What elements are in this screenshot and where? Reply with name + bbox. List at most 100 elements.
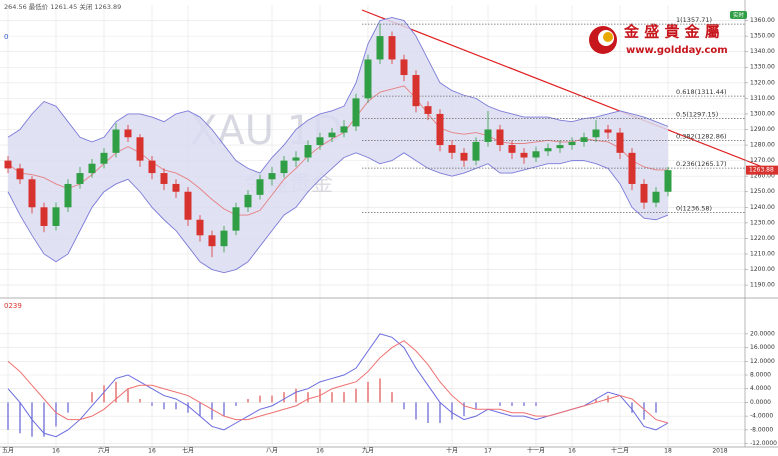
candle-body	[100, 152, 108, 164]
candle-body	[280, 160, 288, 174]
candle-body	[616, 132, 624, 153]
y-tick-label: 1300.00	[750, 110, 775, 117]
fib-label: 0.618(1311.44)	[676, 88, 727, 96]
band-fill	[8, 17, 668, 273]
candle-body	[304, 145, 312, 158]
fib-label: 0.382(1282.86)	[676, 133, 727, 141]
candle-body	[124, 129, 132, 138]
candle-body	[340, 126, 348, 133]
candle-body	[136, 137, 144, 161]
band-upper	[7, 16, 669, 174]
candle-body	[484, 129, 492, 142]
y2-tick-label: 12.0000	[750, 358, 775, 365]
badge: 实时	[733, 11, 745, 19]
candle-body	[328, 132, 336, 138]
candle-body	[208, 235, 216, 247]
last-price-label: 1263.88	[749, 167, 774, 174]
logo-icon-dot	[603, 32, 613, 42]
logo-text: 金 盛 貴 金 屬	[623, 23, 720, 41]
x-tick-label: 18	[664, 448, 672, 455]
candle-body	[508, 145, 516, 153]
y2-tick-label: -8.0000	[750, 426, 773, 433]
x-tick-label: 八月	[266, 448, 278, 455]
fib-label: 0(1236.58)	[676, 205, 712, 213]
candle-body	[592, 129, 600, 138]
candle-body	[28, 179, 36, 208]
candle-body	[316, 137, 324, 146]
logo: 金 盛 貴 金 屬 www.goldday.com	[589, 23, 728, 56]
y-tick-label: 1210.00	[750, 250, 775, 257]
candle-body	[544, 148, 552, 152]
candle-body	[268, 173, 276, 180]
x-tick-label: 十月	[446, 447, 458, 455]
candle-body	[568, 141, 576, 146]
y-tick-label: 1340.00	[750, 48, 775, 55]
candle-body	[364, 59, 372, 99]
candle-body	[412, 75, 420, 107]
y-tick-label: 1350.00	[750, 33, 775, 40]
fib-label: 1(1357.71)	[676, 16, 712, 24]
y2-tick-label: -12.0000	[750, 440, 777, 447]
x-tick-label: 16	[316, 448, 324, 455]
x-tick-label: 十二月	[611, 447, 629, 455]
y-tick-label: 1220.00	[750, 235, 775, 242]
badge-bg	[730, 11, 747, 19]
header: 264.56 最低价 1261.45 关闭 1263.89	[4, 2, 121, 11]
candle-body	[652, 191, 660, 203]
x-tick-label: 2018	[712, 448, 727, 455]
x-tick-label: 五月	[2, 448, 14, 455]
macd-dea	[7, 340, 669, 424]
x-tick-label: 17	[484, 448, 492, 455]
candle-body	[376, 36, 384, 60]
y-tick-label: 1310.00	[750, 95, 775, 102]
candle-body	[244, 194, 252, 208]
fib-label: 0.5(1297.15)	[676, 110, 718, 118]
price-panel-label: 0	[4, 33, 8, 41]
y-tick-label: 1200.00	[750, 266, 775, 273]
y2-tick-label: 0.0000	[750, 399, 771, 406]
y2-tick-label: 8.0000	[750, 372, 771, 379]
candle-body	[64, 183, 72, 208]
candle-body	[232, 207, 240, 231]
candle-body	[52, 207, 60, 226]
candle-body	[448, 145, 456, 153]
candle-body	[532, 151, 540, 158]
candle-body	[424, 106, 432, 114]
candle-body	[4, 160, 12, 169]
x-tick-label: 九月	[362, 447, 374, 455]
macd-panel-label: 0239	[4, 302, 22, 310]
candle-body	[256, 179, 264, 195]
candle-body	[292, 157, 300, 161]
candle-body	[388, 36, 396, 60]
candle-body	[400, 59, 408, 76]
candle-body	[628, 152, 636, 184]
candle-body	[436, 113, 444, 146]
candle-body	[352, 98, 360, 127]
y-tick-label: 1320.00	[750, 79, 775, 86]
candle-body	[580, 137, 588, 142]
candle-body	[520, 152, 528, 158]
y-tick-label: 1280.00	[750, 142, 775, 149]
candle-body	[460, 152, 468, 161]
y-tick-label: 1190.00	[750, 282, 775, 289]
candle-body	[472, 141, 480, 161]
candle-body	[640, 183, 648, 203]
candle-body	[40, 207, 48, 226]
x-tick-label: 十一月	[527, 447, 545, 455]
y2-tick-label: 16.0000	[750, 344, 775, 351]
y2-tick-label: 20.0000	[750, 330, 775, 337]
candle-body	[664, 170, 672, 192]
trend-line	[361, 9, 778, 174]
fib-label: 0.236(1265.17)	[676, 160, 727, 168]
band-lower	[7, 152, 669, 274]
candle-body	[88, 163, 96, 174]
y-tick-label: 1290.00	[750, 126, 775, 133]
y-tick-label: 1360.00	[750, 17, 775, 24]
x-tick-label: 16	[148, 448, 156, 455]
candle-body	[220, 230, 228, 247]
candle-body	[16, 168, 24, 180]
x-tick-label: 六月	[98, 447, 110, 455]
candle-body	[76, 173, 84, 184]
y-tick-label: 1240.00	[750, 204, 775, 211]
